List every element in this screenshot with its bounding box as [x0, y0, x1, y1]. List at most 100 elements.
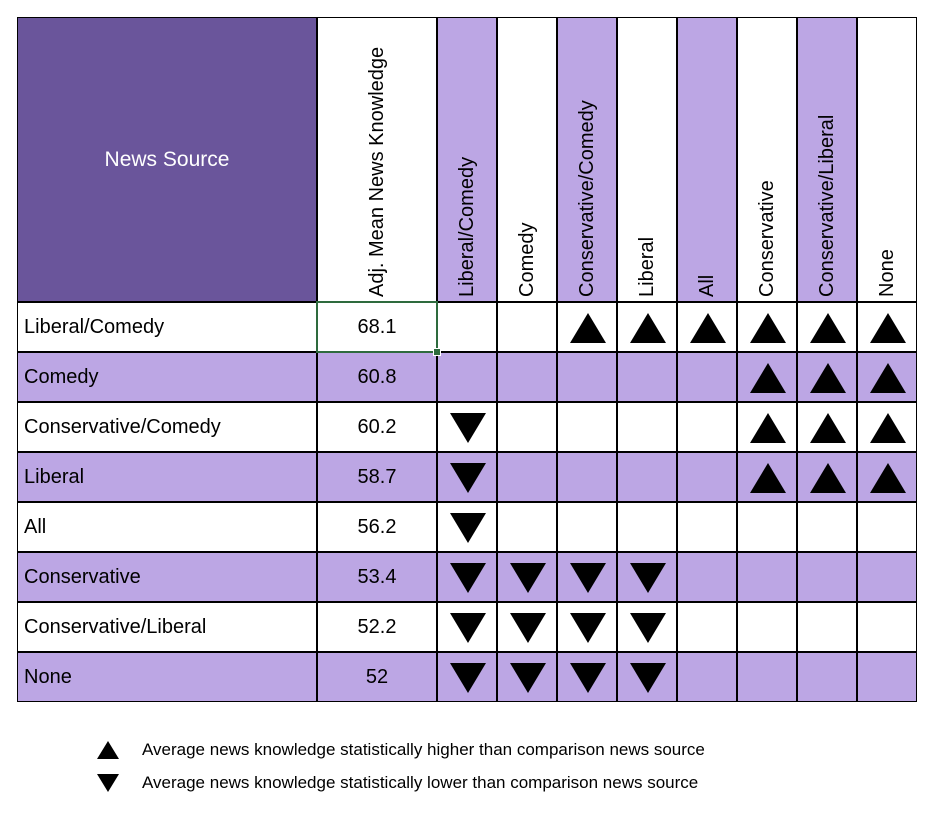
mark-cell-8-4 [617, 652, 677, 702]
row-label-4: Liberal [17, 452, 317, 502]
mark-cell-5-5 [677, 502, 737, 552]
value-cell-3: 60.2 [317, 402, 437, 452]
column-header-1-text: Liberal/Comedy [456, 156, 478, 297]
value-column-header: Adj. Mean News Knowledge [317, 17, 437, 302]
triangle-up-icon [810, 313, 846, 343]
triangle-up-icon [870, 413, 906, 443]
fill-handle[interactable] [433, 348, 441, 356]
selected-cell-outline [316, 301, 438, 353]
mark-cell-7-8 [857, 602, 917, 652]
triangle-up-icon [570, 313, 606, 343]
mark-cell-1-4 [617, 302, 677, 352]
triangle-up-icon [810, 463, 846, 493]
column-header-6-text: Conservative [756, 180, 778, 297]
value-cell-8: 52 [317, 652, 437, 702]
mark-cell-8-8 [857, 652, 917, 702]
column-header-7: Conservative/Liberal [797, 17, 857, 302]
mark-cell-8-2 [497, 652, 557, 702]
triangle-up-icon [690, 313, 726, 343]
column-header-2: Comedy [497, 17, 557, 302]
mark-cell-3-5 [677, 402, 737, 452]
mark-cell-6-1 [437, 552, 497, 602]
mark-cell-6-7 [797, 552, 857, 602]
mark-cell-8-5 [677, 652, 737, 702]
column-header-1: Liberal/Comedy [437, 17, 497, 302]
mark-cell-5-8 [857, 502, 917, 552]
triangle-down-icon [510, 663, 546, 693]
column-header-2-text: Comedy [516, 222, 538, 297]
triangle-up-icon [97, 741, 119, 759]
mark-cell-1-3 [557, 302, 617, 352]
column-header-3: Conservative/Comedy [557, 17, 617, 302]
mark-cell-6-8 [857, 552, 917, 602]
value-cell-6: 53.4 [317, 552, 437, 602]
mark-cell-2-3 [557, 352, 617, 402]
mark-cell-6-4 [617, 552, 677, 602]
mark-cell-4-8 [857, 452, 917, 502]
mark-cell-2-2 [497, 352, 557, 402]
mark-cell-3-1 [437, 402, 497, 452]
mark-cell-7-3 [557, 602, 617, 652]
mark-cell-4-6 [737, 452, 797, 502]
corner-header-text: News Source [104, 147, 230, 171]
column-header-5-text: All [696, 274, 718, 297]
mark-cell-5-2 [497, 502, 557, 552]
triangle-up-icon [750, 363, 786, 393]
value-cell-5: 56.2 [317, 502, 437, 552]
mark-cell-6-6 [737, 552, 797, 602]
column-header-5: All [677, 17, 737, 302]
mark-cell-3-7 [797, 402, 857, 452]
mark-cell-7-1 [437, 602, 497, 652]
mark-cell-3-4 [617, 402, 677, 452]
value-cell-4: 58.7 [317, 452, 437, 502]
mark-cell-3-6 [737, 402, 797, 452]
triangle-up-icon [750, 413, 786, 443]
legend-up: Average news knowledge statistically hig… [96, 740, 705, 760]
legend-down: Average news knowledge statistically low… [96, 773, 698, 793]
triangle-down-icon [630, 663, 666, 693]
triangle-down-icon [450, 613, 486, 643]
triangle-down-icon [510, 613, 546, 643]
value-cell-1: 68.1 [317, 302, 437, 352]
mark-cell-7-7 [797, 602, 857, 652]
mark-cell-2-6 [737, 352, 797, 402]
mark-cell-5-3 [557, 502, 617, 552]
mark-cell-5-1 [437, 502, 497, 552]
mark-cell-5-7 [797, 502, 857, 552]
row-label-3: Conservative/Comedy [17, 402, 317, 452]
legend-up-text: Average news knowledge statistically hig… [142, 740, 705, 759]
mark-cell-3-8 [857, 402, 917, 452]
triangle-down-icon [450, 663, 486, 693]
column-header-8: None [857, 17, 917, 302]
row-label-2: Comedy [17, 352, 317, 402]
mark-cell-7-4 [617, 602, 677, 652]
mark-cell-1-8 [857, 302, 917, 352]
mark-cell-4-3 [557, 452, 617, 502]
column-header-4: Liberal [617, 17, 677, 302]
mark-cell-8-1 [437, 652, 497, 702]
mark-cell-5-6 [737, 502, 797, 552]
row-label-1: Liberal/Comedy [17, 302, 317, 352]
triangle-down-icon [510, 563, 546, 593]
mark-cell-1-1 [437, 302, 497, 352]
mark-cell-5-4 [617, 502, 677, 552]
triangle-up-icon [750, 313, 786, 343]
triangle-up-icon [750, 463, 786, 493]
mark-cell-1-5 [677, 302, 737, 352]
triangle-up-icon [810, 413, 846, 443]
mark-cell-6-5 [677, 552, 737, 602]
mark-cell-6-3 [557, 552, 617, 602]
triangle-down-icon [630, 563, 666, 593]
value-column-header-text: Adj. Mean News Knowledge [366, 46, 388, 297]
column-header-6: Conservative [737, 17, 797, 302]
column-header-7-text: Conservative/Liberal [816, 114, 838, 297]
triangle-up-icon [630, 313, 666, 343]
mark-cell-2-7 [797, 352, 857, 402]
triangle-down-icon [450, 513, 486, 543]
mark-cell-2-8 [857, 352, 917, 402]
triangle-up-icon [870, 363, 906, 393]
mark-cell-8-7 [797, 652, 857, 702]
triangle-down-icon [450, 463, 486, 493]
column-header-4-text: Liberal [636, 236, 658, 297]
